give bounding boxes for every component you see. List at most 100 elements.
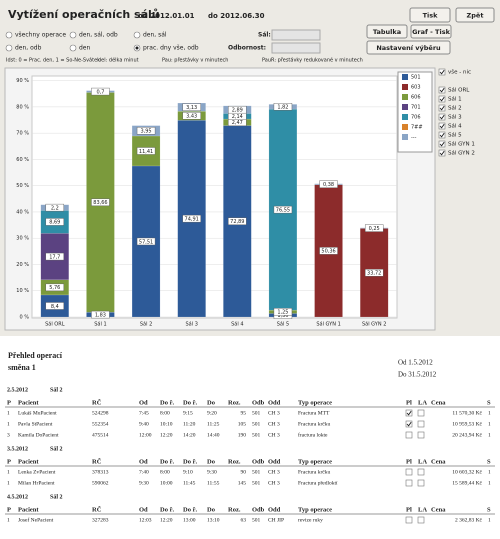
table-cell: CH 3 bbox=[268, 469, 280, 475]
room-checkbox[interactable] bbox=[438, 113, 446, 121]
la-checkbox[interactable] bbox=[417, 468, 425, 476]
data-label: 17,7 bbox=[49, 254, 60, 260]
table-cell: 501 bbox=[252, 410, 261, 416]
button[interactable] bbox=[409, 7, 451, 23]
radio-label[interactable]: den bbox=[79, 45, 91, 52]
radio-dot bbox=[135, 46, 139, 50]
radio-label[interactable]: všechny operace bbox=[15, 32, 66, 39]
table-cell: 8:00 bbox=[160, 410, 170, 416]
legend-note: Idst: 0 = Prac. den, 1 = So-Ne-Svátek bbox=[6, 57, 100, 64]
button-label[interactable]: Nastavení výběru bbox=[376, 43, 441, 52]
room-label[interactable]: Sál GYN 2 bbox=[448, 150, 475, 157]
room-label[interactable]: Sál 3 bbox=[448, 114, 462, 121]
la-checkbox[interactable] bbox=[417, 420, 425, 428]
table-cell: 1 bbox=[488, 421, 491, 427]
table-cell: 11:20 bbox=[183, 421, 196, 427]
pl-checkbox[interactable] bbox=[405, 420, 413, 428]
table-cell: 9:20 bbox=[207, 410, 217, 416]
column-header: Cena bbox=[431, 458, 446, 465]
room-label[interactable]: vše - nic bbox=[448, 69, 471, 76]
column-header: Do ř. bbox=[160, 458, 174, 465]
odbornost-combo[interactable] bbox=[271, 42, 321, 54]
table-cell: Kamila DoPacient bbox=[18, 432, 59, 438]
pl-checkbox[interactable] bbox=[405, 516, 413, 524]
data-label: 2,2 bbox=[51, 205, 59, 211]
x-tick-label: Sál 3 bbox=[185, 321, 197, 328]
table-cell: fractura lokte bbox=[298, 431, 328, 438]
radio-label[interactable]: den, sál, odb bbox=[79, 32, 118, 39]
radio[interactable] bbox=[5, 31, 13, 39]
radio[interactable] bbox=[5, 44, 13, 52]
legend-label: 706 bbox=[411, 115, 421, 121]
room-label[interactable]: Sál 1 bbox=[448, 96, 462, 103]
button-label[interactable]: Tabulka bbox=[373, 28, 401, 36]
button-label[interactable]: Zpět bbox=[467, 12, 484, 20]
button[interactable] bbox=[455, 7, 495, 23]
check-mark bbox=[439, 123, 445, 129]
data-label-box bbox=[45, 252, 65, 261]
column-header: Pl bbox=[406, 399, 412, 406]
data-label-box bbox=[91, 198, 110, 207]
room-checkbox[interactable] bbox=[438, 140, 446, 148]
group-date: 2.5.2012 bbox=[7, 387, 28, 393]
la-checkbox[interactable] bbox=[417, 409, 425, 417]
column-header: LA bbox=[418, 458, 427, 465]
y-tick-label: 50 % bbox=[16, 183, 29, 189]
table-cell: 1 bbox=[488, 480, 491, 486]
sal-combo[interactable] bbox=[271, 29, 321, 41]
button[interactable] bbox=[366, 40, 451, 55]
radio[interactable] bbox=[69, 44, 77, 52]
table-cell: 11:25 bbox=[207, 421, 220, 427]
radio-label[interactable]: prac. dny vše, odb bbox=[143, 45, 199, 52]
legend-swatch bbox=[402, 84, 408, 90]
pl-checkbox[interactable] bbox=[405, 479, 413, 487]
data-label: 5,76 bbox=[49, 285, 60, 291]
table-cell: CH JIP bbox=[268, 517, 284, 523]
room-label[interactable]: Sál 2 bbox=[448, 105, 462, 112]
la-checkbox[interactable] bbox=[417, 431, 425, 439]
room-checkbox[interactable] bbox=[438, 122, 446, 130]
group-date: 3.5.2012 bbox=[7, 446, 28, 452]
radio[interactable] bbox=[69, 31, 77, 39]
pl-checkbox[interactable] bbox=[405, 468, 413, 476]
room-checkbox[interactable] bbox=[438, 86, 446, 94]
data-label: 74,91 bbox=[185, 216, 199, 222]
legend-swatch bbox=[402, 124, 408, 130]
room-label[interactable]: Sál 5 bbox=[448, 132, 462, 139]
table-cell: 378313 bbox=[92, 469, 109, 475]
pl-checkbox[interactable] bbox=[405, 409, 413, 417]
room-label[interactable]: Sál 4 bbox=[448, 123, 462, 130]
button[interactable] bbox=[366, 24, 408, 39]
room-checkbox[interactable] bbox=[438, 68, 446, 76]
radio-label[interactable]: den, odb bbox=[15, 45, 42, 52]
legend-note: del: délka minut bbox=[98, 57, 139, 64]
data-label: 1,82 bbox=[277, 105, 288, 111]
column-header: Typ operace bbox=[298, 458, 332, 465]
la-checkbox[interactable] bbox=[417, 516, 425, 524]
table-cell: Lenka ZvPacient bbox=[18, 469, 56, 475]
column-header: Cena bbox=[431, 399, 446, 406]
room-checkbox[interactable] bbox=[438, 149, 446, 157]
button[interactable] bbox=[410, 24, 452, 39]
column-header: Roz. bbox=[228, 399, 241, 406]
button-label[interactable]: Tisk bbox=[423, 12, 439, 20]
radio[interactable] bbox=[133, 31, 141, 39]
room-label[interactable]: Sál ORL bbox=[448, 87, 470, 94]
table-cell: 11:55 bbox=[207, 480, 220, 486]
data-label: 83,66 bbox=[93, 200, 107, 206]
data-label: 2,89 bbox=[232, 107, 243, 113]
radio-label[interactable]: den, sál bbox=[143, 32, 167, 39]
data-label-box bbox=[228, 217, 247, 225]
room-label[interactable]: Sál GYN 1 bbox=[448, 141, 475, 148]
room-checkbox[interactable] bbox=[438, 104, 446, 112]
data-label: 57,51 bbox=[139, 239, 153, 245]
room-checkbox[interactable] bbox=[438, 131, 446, 139]
table-cell: 11 570,30 Kč bbox=[452, 410, 482, 416]
la-checkbox[interactable] bbox=[417, 479, 425, 487]
table-cell: Josef NePacient bbox=[18, 516, 54, 523]
button-label[interactable]: Graf - Tisk bbox=[412, 28, 451, 36]
pl-checkbox[interactable] bbox=[405, 431, 413, 439]
table-cell: 9:30 bbox=[207, 469, 217, 475]
room-checkbox[interactable] bbox=[438, 95, 446, 103]
